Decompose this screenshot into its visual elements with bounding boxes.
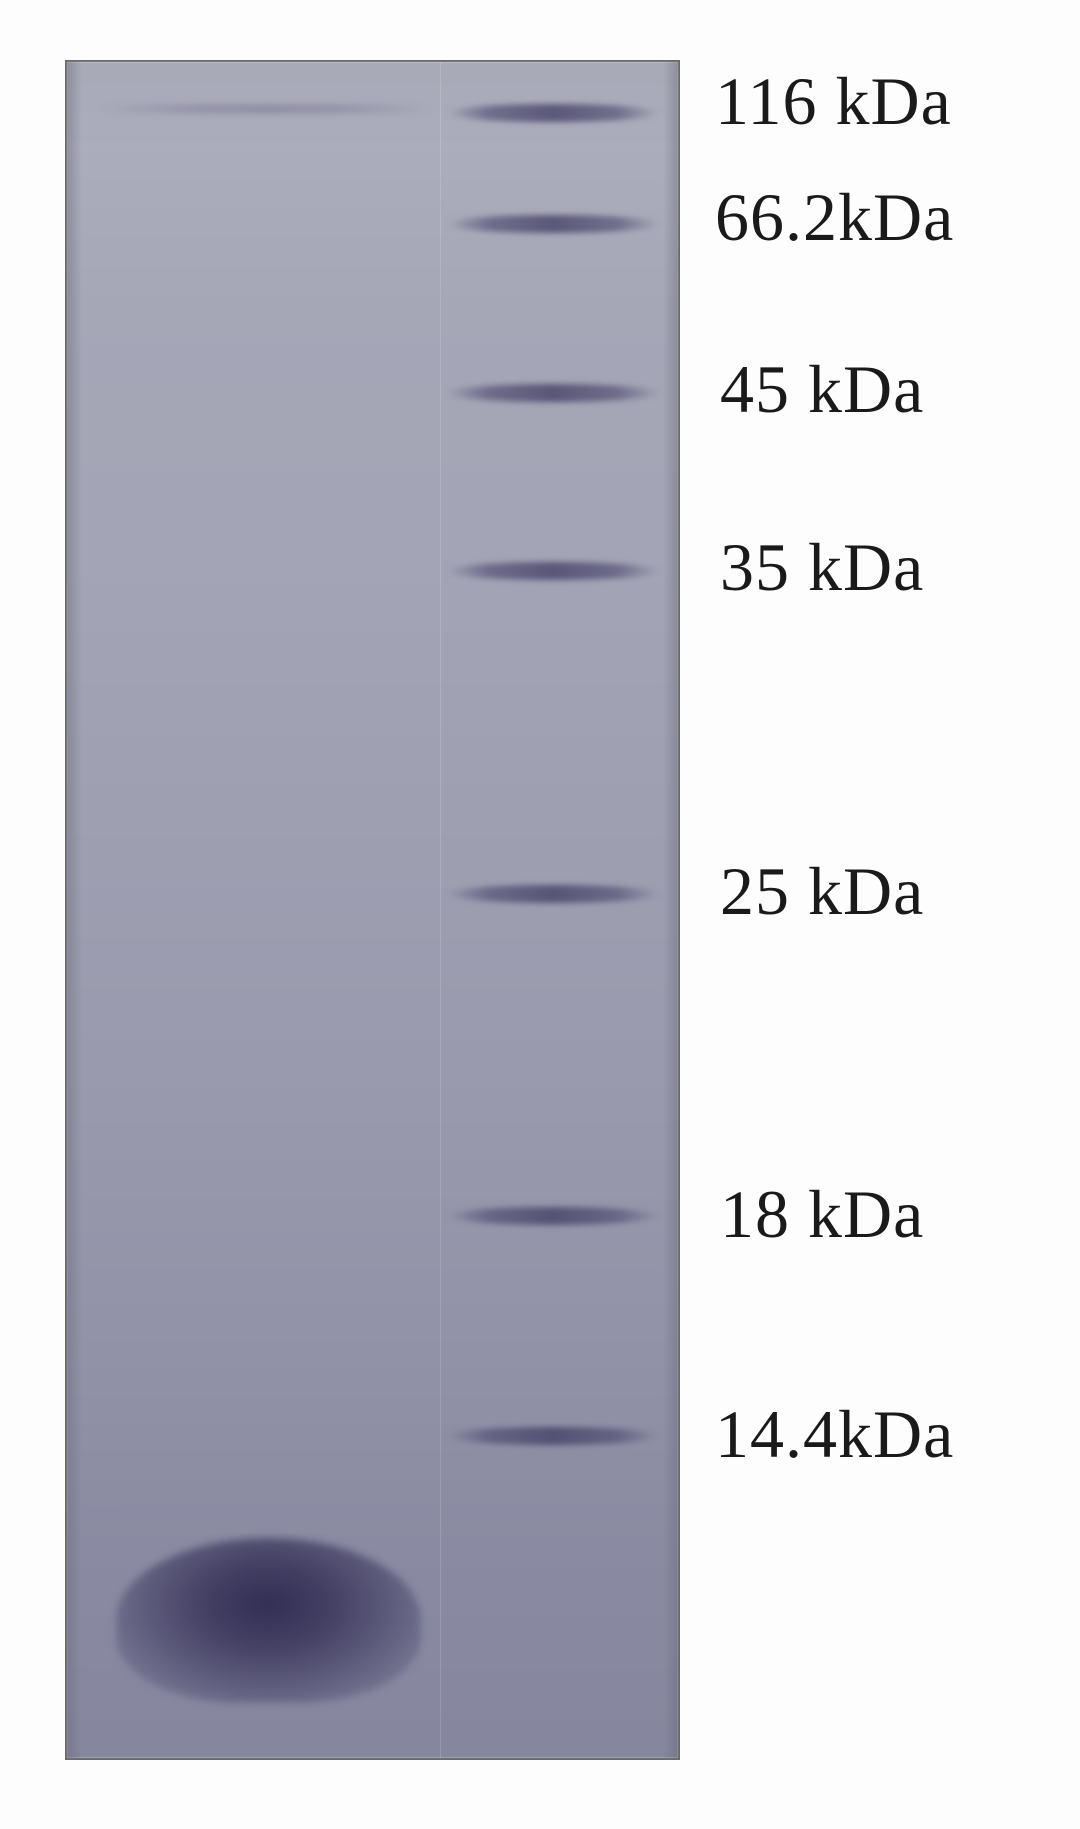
gel-figure-container: 116 kDa 66.2kDa 45 kDa 35 kDa 25 kDa 18 …: [0, 0, 1080, 1829]
marker-band-66: [446, 215, 660, 233]
marker-band-25: [446, 885, 660, 903]
mw-label-35: 35 kDa: [720, 528, 924, 607]
gel-image: [65, 60, 680, 1760]
sample-main-band: [116, 1538, 422, 1703]
gel-noise-texture: [67, 62, 678, 1758]
gel-right-shadow: [663, 62, 678, 1758]
mw-label-116: 116 kDa: [715, 62, 952, 141]
mw-label-25: 25 kDa: [720, 852, 924, 931]
marker-band-18: [446, 1207, 660, 1225]
mw-label-45: 45 kDa: [720, 350, 924, 429]
mw-label-14: 14.4kDa: [715, 1395, 954, 1474]
mw-label-66: 66.2kDa: [715, 178, 954, 257]
lane-divider: [440, 62, 441, 1758]
sample-faint-band: [98, 104, 434, 114]
mw-label-18: 18 kDa: [720, 1175, 924, 1254]
gel-left-shadow: [67, 62, 82, 1758]
